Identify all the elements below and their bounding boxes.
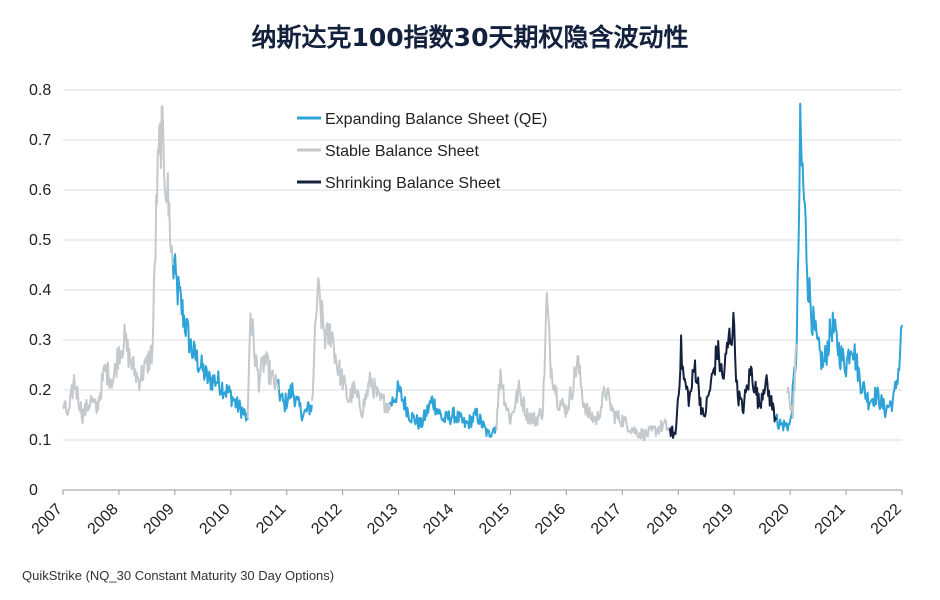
legend-label: Expanding Balance Sheet (QE) xyxy=(325,111,547,128)
series-line-1 xyxy=(389,380,498,438)
legend-label: Stable Balance Sheet xyxy=(325,143,479,160)
x-tick-label: 2014 xyxy=(420,501,457,538)
y-tick-label: 0.5 xyxy=(29,232,51,249)
y-tick-label: 0.8 xyxy=(29,82,51,99)
y-tick-label: 0.3 xyxy=(29,332,51,349)
x-tick-label: 2021 xyxy=(812,501,849,538)
y-tick-label: 0.4 xyxy=(29,282,51,299)
x-axis-ticks: 2007 2008 2009 2010 2011 2012 2013 2014 2015 2016… xyxy=(29,501,905,538)
x-tick-label: 2011 xyxy=(253,501,289,537)
series-line-1 xyxy=(775,102,903,432)
x-tick-label: 2018 xyxy=(644,501,681,538)
series-line-3 xyxy=(668,311,778,439)
x-tick-label: 2015 xyxy=(476,501,513,538)
y-tick-label: 0.7 xyxy=(29,132,51,149)
series-line-1 xyxy=(171,253,249,422)
source-note: QuikStrike (NQ_30 Constant Maturity 30 D… xyxy=(22,568,335,583)
y-tick-label: 0.2 xyxy=(29,382,51,399)
x-tick-label: 2010 xyxy=(196,501,233,538)
series-line-2 xyxy=(246,312,280,419)
series-line-2 xyxy=(310,277,392,419)
chart-title: 纳斯达克100指数30天期权隐含波动性 xyxy=(251,23,689,52)
series-line-2 xyxy=(495,291,671,442)
x-tick-label: 2020 xyxy=(756,501,793,538)
chart: 00.10.20.30.40.50.60.70.8 2007 2008 2009 20… xyxy=(29,82,905,538)
series-lines xyxy=(62,102,903,442)
x-tick-label: 2012 xyxy=(308,501,345,538)
x-tick-label: 2009 xyxy=(141,501,178,538)
x-tick-label: 2019 xyxy=(700,501,737,538)
y-axis-ticks: 0 0.1 0.2 0.3 0.4 0.5 0.6 0.7 0.8 xyxy=(29,82,51,499)
x-tick-label: 2022 xyxy=(868,501,905,538)
series-line-2 xyxy=(786,343,798,419)
y-tick-label: 0.6 xyxy=(29,182,51,199)
grid-lines xyxy=(62,89,903,495)
series-line-1 xyxy=(277,379,313,422)
x-tick-label: 2017 xyxy=(588,501,625,538)
y-tick-label: 0.1 xyxy=(29,432,51,449)
x-tick-label: 2007 xyxy=(29,501,66,538)
y-tick-label: 0 xyxy=(29,482,38,499)
x-tick-label: 2013 xyxy=(364,501,401,538)
series-line-2 xyxy=(62,105,174,425)
x-tick-label: 2016 xyxy=(532,501,569,538)
x-tick-label: 2008 xyxy=(85,501,122,538)
legend-label: Shrinking Balance Sheet xyxy=(325,175,501,192)
legend: Expanding Balance Sheet (QE) Stable Balan… xyxy=(297,111,547,192)
